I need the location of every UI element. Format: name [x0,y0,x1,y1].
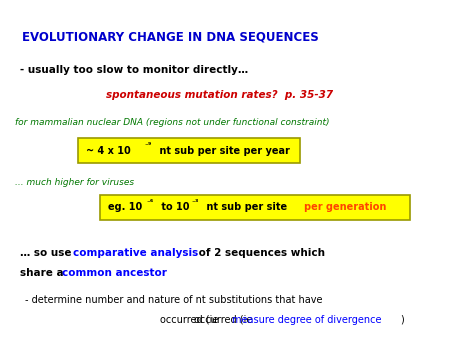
Text: common ancestor: common ancestor [62,268,167,278]
Text: - usually too slow to monitor directly…: - usually too slow to monitor directly… [20,65,248,75]
Text: comparative analysis: comparative analysis [73,248,198,258]
Text: ⁻⁶: ⁻⁶ [146,198,153,207]
Text: eg. 10: eg. 10 [108,202,142,213]
Text: measure degree of divergence: measure degree of divergence [232,315,382,325]
Text: EVOLUTIONARY CHANGE IN DNA SEQUENCES: EVOLUTIONARY CHANGE IN DNA SEQUENCES [22,30,319,43]
Text: ⁻³: ⁻³ [191,198,198,207]
Bar [78,138,300,163]
Text: ⁻⁹: ⁻⁹ [144,141,151,150]
Text: of 2 sequences which: of 2 sequences which [195,248,325,258]
Text: per generation: per generation [304,202,387,213]
Text: ~ 4 x 10: ~ 4 x 10 [86,145,131,155]
Text: nt sub per site: nt sub per site [203,202,291,213]
Bar [100,195,410,220]
Text: to 10: to 10 [158,202,189,213]
Text: occurred (ie: occurred (ie [160,315,221,325]
Text: spontaneous mutation rates?  p. 35-37: spontaneous mutation rates? p. 35-37 [107,90,333,100]
Text: … so use: … so use [20,248,75,258]
Text: nt sub per site per year: nt sub per site per year [156,145,290,155]
Text: ... much higher for viruses: ... much higher for viruses [15,178,134,187]
Text: - determine number and nature of nt substitutions that have: - determine number and nature of nt subs… [25,295,323,305]
Text: ): ) [400,315,404,325]
Text: share a: share a [20,268,67,278]
Text: occurred (ie: occurred (ie [194,315,256,325]
Text: for mammalian nuclear DNA (regions not under functional constraint): for mammalian nuclear DNA (regions not u… [15,118,329,127]
